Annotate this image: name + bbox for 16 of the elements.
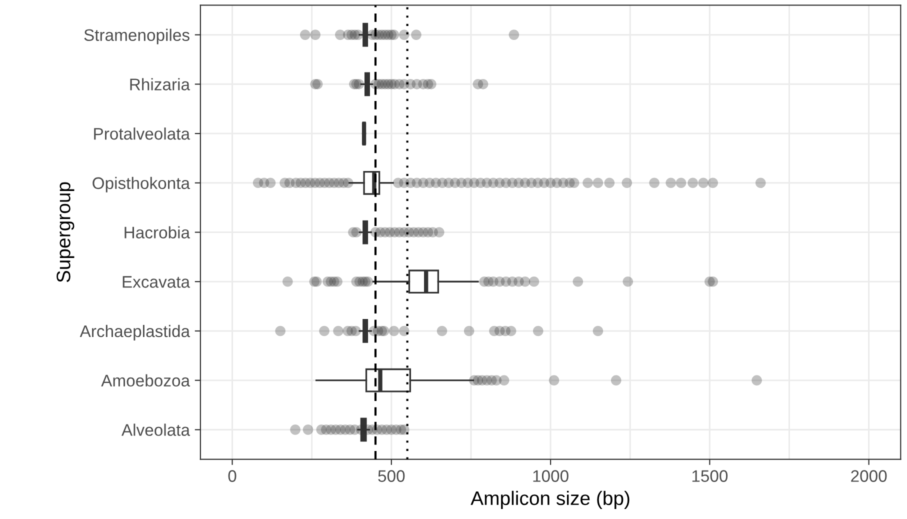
y-tick-label: Alveolata [122,424,190,436]
y-tick-label: Amoebozoa [101,374,190,387]
x-axis-title: Amplicon size (bp) [470,490,630,509]
y-tick-label: Hacrobia [124,226,190,238]
x-tick-label: 500 [378,470,405,482]
x-tick-label: 0 [228,470,236,482]
x-tick-label: 2000 [851,470,887,482]
x-tick-label: 1000 [533,470,568,482]
y-tick-label: Protalveolata [94,127,190,140]
y-tick-label: Archaeplastida [80,324,190,340]
y-tick-label: Rhizaria [130,78,190,90]
x-tick-label: 1500 [692,470,728,482]
y-tick-label: Stramenopiles [84,28,190,44]
y-axis-title: Supergroup [56,182,74,282]
y-tick-label: Excavata [122,276,190,288]
y-tick-label: Opisthokonta [92,176,190,192]
